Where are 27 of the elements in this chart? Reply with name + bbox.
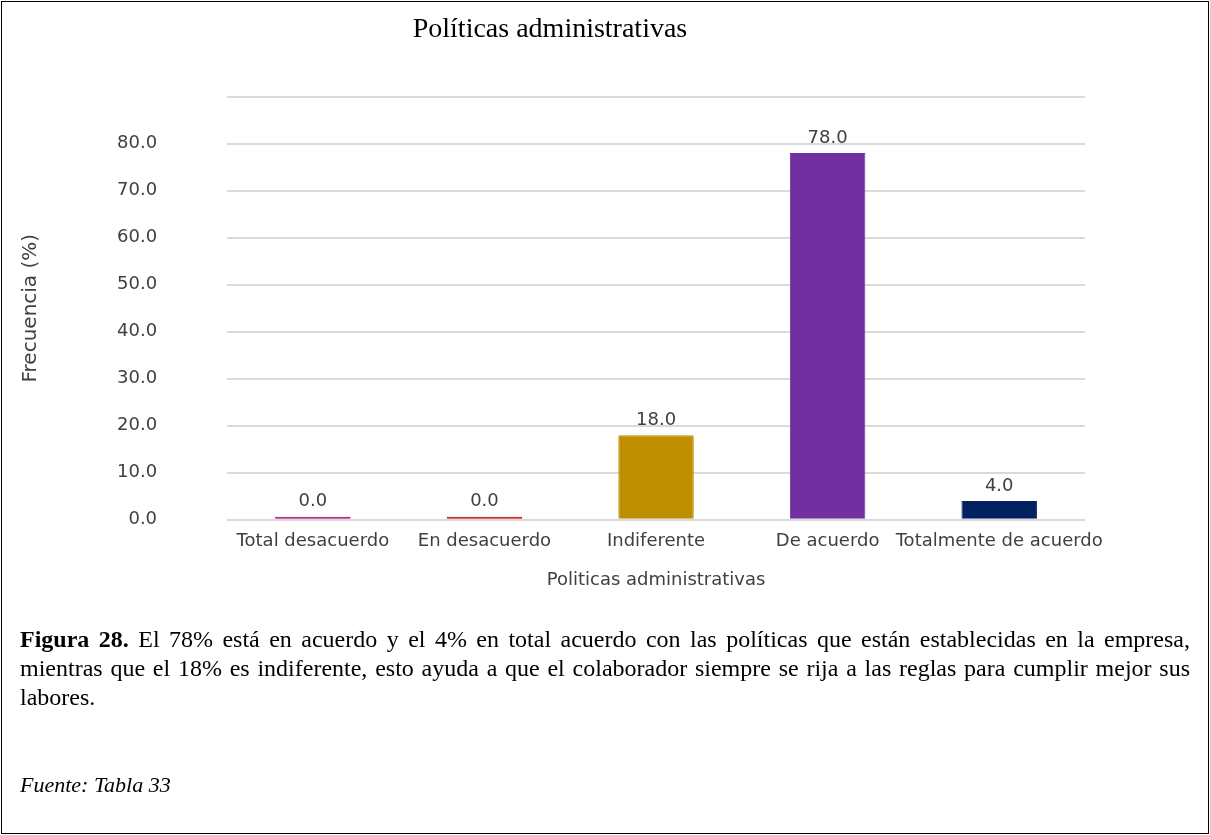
chart-title: Políticas administrativas xyxy=(412,12,688,44)
x-tick-label: Totalmente de acuerdo xyxy=(894,529,1103,551)
y-tick-label: 80.0 xyxy=(117,131,158,153)
text: Figura 28. El 78% está en acuerdo y el 4% en total acuerdo con las políticas que están establecidas en la empresa, mientras que el 18% es indiferente, esto ayuda a que el colaborador siempre se rija a las reglas para cumplir mejor sus labores. xyxy=(20,625,1190,712)
x-tick-label: Total desacuerdo xyxy=(235,529,390,551)
data-label: 78.0 xyxy=(807,125,848,147)
y-tick-label: 60.0 xyxy=(117,225,158,247)
bar xyxy=(961,500,1037,519)
x-tick-label: Indiferente xyxy=(606,529,706,551)
y-tick-label: 40.0 xyxy=(117,319,158,341)
x-tick-label: De acuerdo xyxy=(775,529,880,551)
data-label: 4.0 xyxy=(984,473,1014,495)
bar xyxy=(618,435,694,519)
x-tick-label: En desacuerdo xyxy=(417,529,552,551)
y-tick-label: 30.0 xyxy=(117,366,158,388)
x-axis-title: Politicas administrativas xyxy=(546,567,766,589)
y-tick-label: 10.0 xyxy=(117,460,158,482)
y-tick-label: 50.0 xyxy=(117,272,158,294)
data-label: 18.0 xyxy=(636,407,677,429)
data-label: 0.0 xyxy=(470,489,499,511)
source-note: Fuente: Tabla 33 xyxy=(20,772,171,798)
data-label: 0.0 xyxy=(298,489,328,511)
y-tick-label: 70.0 xyxy=(117,178,158,200)
y-tick-label: 0.0 xyxy=(128,507,158,529)
bar xyxy=(789,153,866,519)
y-tick-label: 20.0 xyxy=(117,413,158,435)
y-axis-title: Frecuencia (%) xyxy=(17,233,42,383)
